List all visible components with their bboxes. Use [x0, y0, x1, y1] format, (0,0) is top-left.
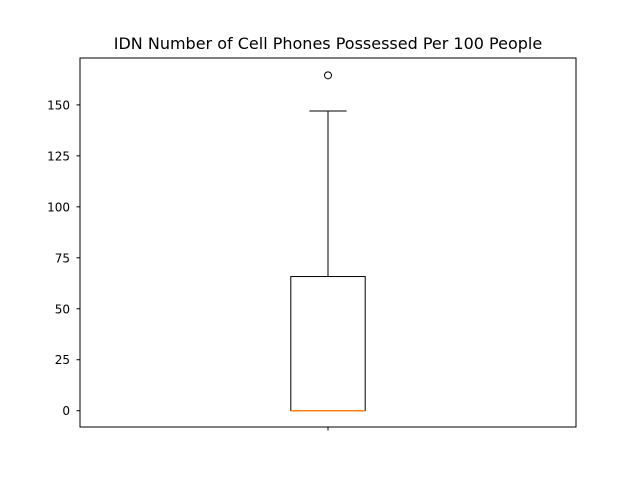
y-tick-label: 150: [47, 98, 70, 112]
y-tick-label: 0: [62, 404, 70, 418]
y-tick-label: 100: [47, 200, 70, 214]
y-axis: 0 25 50 75 100 125 150: [47, 98, 80, 418]
boxplot: [290, 71, 366, 412]
box: [290, 276, 366, 412]
chart-title: IDN Number of Cell Phones Possessed Per …: [114, 34, 542, 53]
y-tick-label: 75: [55, 251, 70, 265]
y-tick-label: 25: [55, 353, 70, 367]
plot-frame: [79, 57, 577, 428]
y-tick-label: 125: [47, 149, 70, 163]
outlier-point: [324, 71, 332, 80]
y-tick-label: 50: [55, 302, 70, 316]
